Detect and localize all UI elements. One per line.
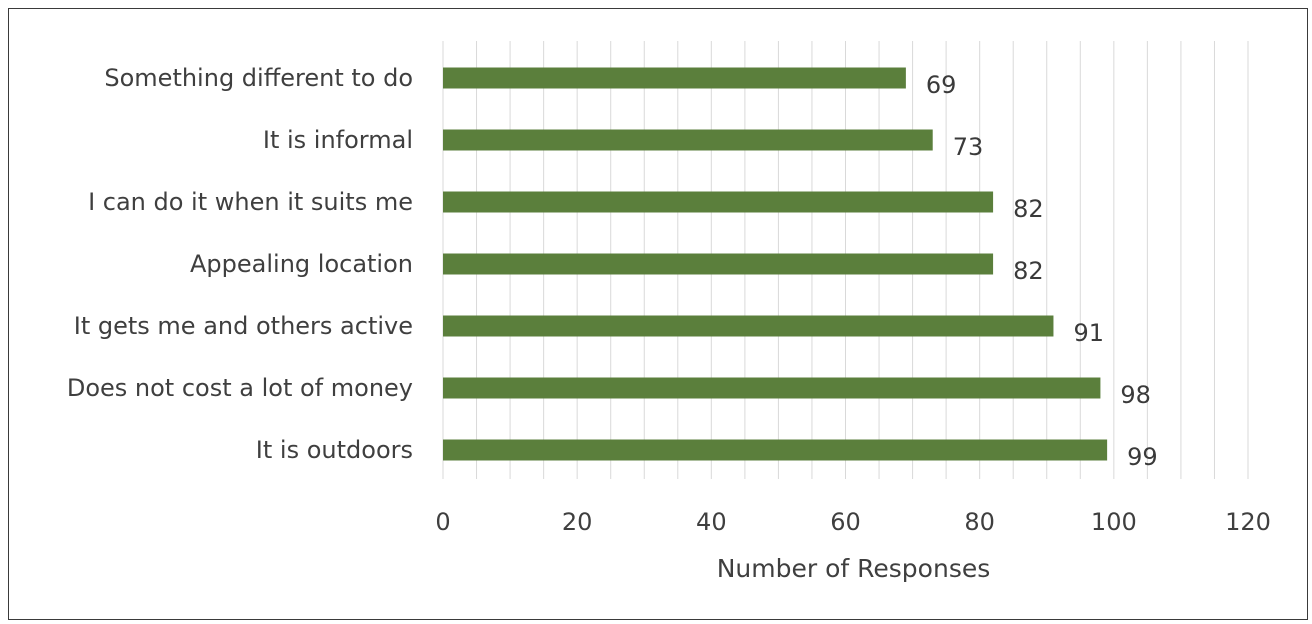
category-label: It is outdoors — [256, 436, 413, 464]
category-label: It is informal — [263, 126, 413, 154]
data-label: 91 — [1073, 319, 1104, 347]
bar — [443, 439, 1108, 461]
x-tick-label: 100 — [1091, 508, 1137, 536]
bar — [443, 191, 994, 213]
data-label: 73 — [953, 133, 984, 161]
x-tick-label: 20 — [562, 508, 593, 536]
data-label: 99 — [1127, 443, 1158, 471]
category-label: I can do it when it suits me — [88, 188, 413, 216]
category-label: Does not cost a lot of money — [67, 374, 413, 402]
x-tick-label: 0 — [435, 508, 450, 536]
data-label: 82 — [1013, 257, 1044, 285]
data-label: 98 — [1120, 381, 1151, 409]
bar-chart: 69 73 82 82 91 98 99 Something different to do… — [67, 41, 1271, 583]
data-label: 82 — [1013, 195, 1044, 223]
category-label: It gets me and others active — [74, 312, 413, 340]
x-tick-label: 80 — [964, 508, 995, 536]
chart-frame: 69 73 82 82 91 98 99 Something different to do… — [8, 8, 1308, 620]
x-tick-label: 60 — [830, 508, 861, 536]
category-label: Appealing location — [190, 250, 413, 278]
bar — [443, 67, 906, 89]
bars — [443, 67, 1108, 461]
category-labels: Something different to do It is informal I… — [67, 64, 413, 464]
data-labels: 69 73 82 82 91 98 99 — [926, 71, 1158, 471]
bar — [443, 253, 994, 275]
data-label: 69 — [926, 71, 957, 99]
bar — [443, 129, 933, 151]
category-label: Something different to do — [104, 64, 413, 92]
bar — [443, 377, 1101, 399]
bar — [443, 315, 1054, 337]
x-tick-label: 40 — [696, 508, 727, 536]
x-axis-title: Number of Responses — [717, 554, 991, 583]
x-tick-label: 120 — [1225, 508, 1271, 536]
x-tick-labels: 0 20 40 60 80 100 120 — [435, 508, 1271, 536]
